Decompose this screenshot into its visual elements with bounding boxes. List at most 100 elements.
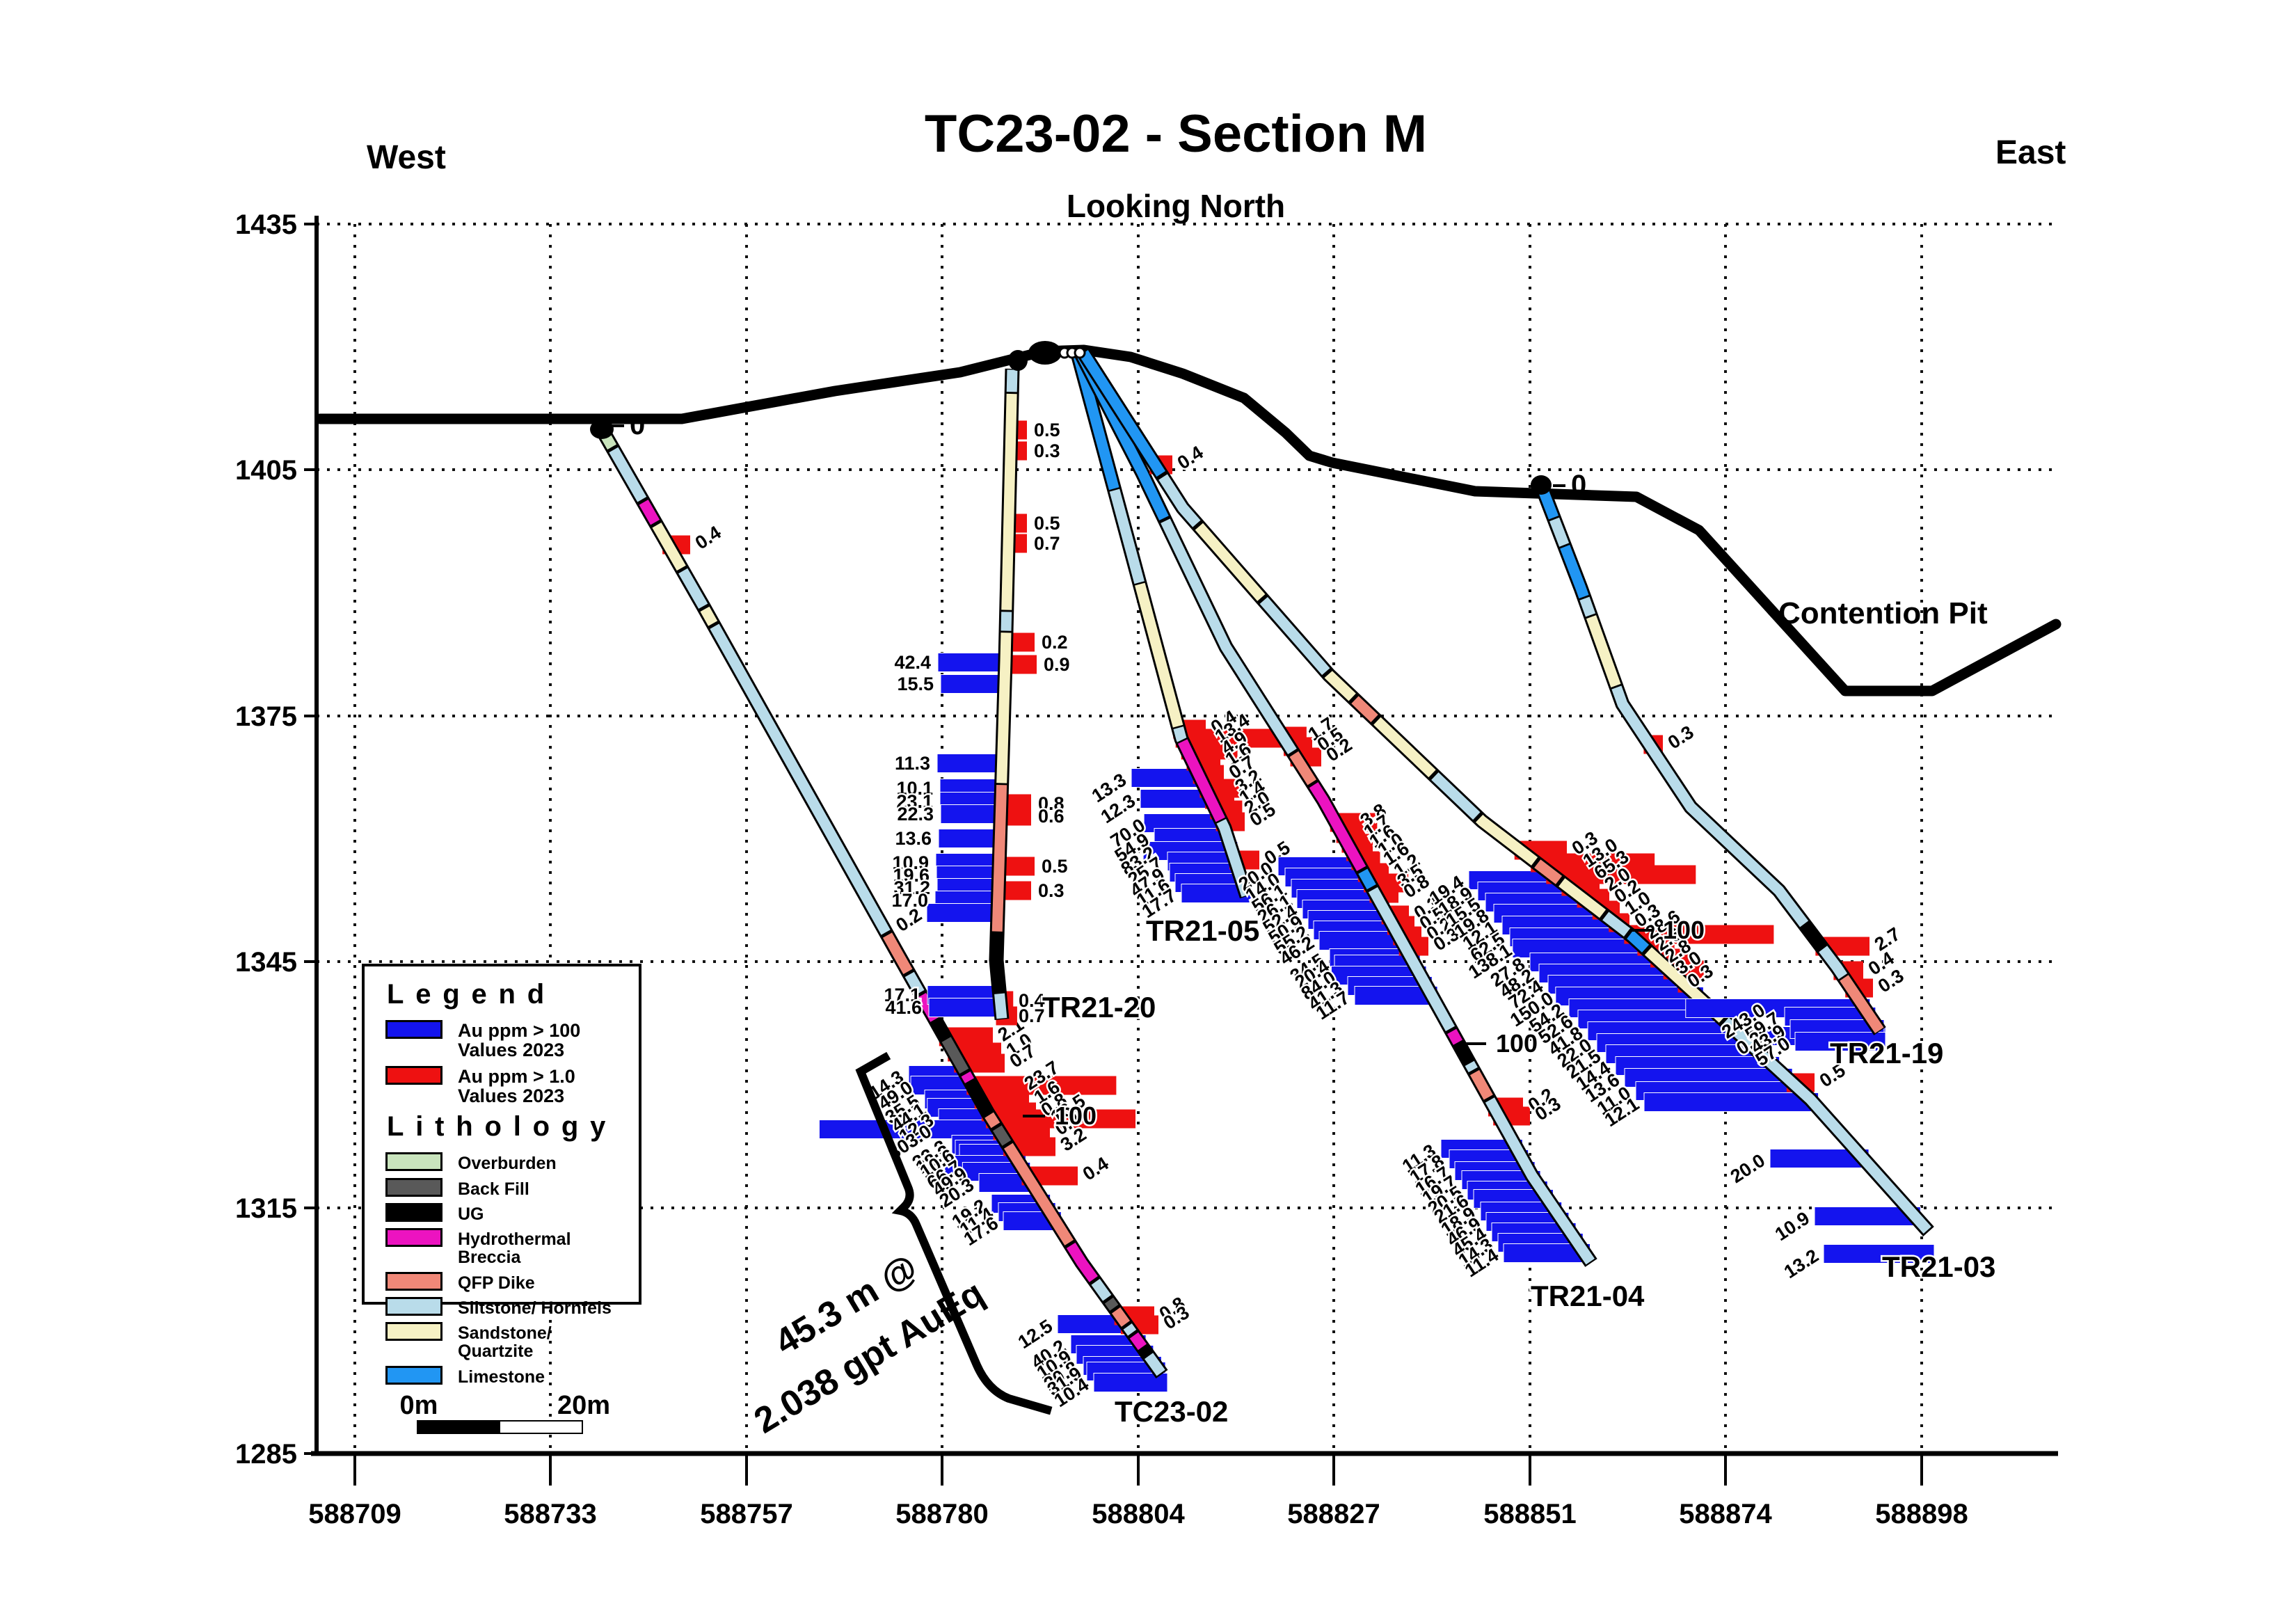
lithology-segment-siltstone — [1145, 1353, 1165, 1376]
lithology-segment-limestone — [1358, 868, 1376, 890]
hole-label-TC23-02: TC23-02 — [1115, 1395, 1228, 1428]
y-axis-tick-label: 1315 — [235, 1193, 297, 1224]
lithology-segment-siltstone — [1485, 1097, 1595, 1265]
page-subtitle: Looking North — [1067, 188, 1285, 224]
lithology-segment-siltstone — [1161, 518, 1297, 755]
lithology-segment-sandstone — [1373, 717, 1436, 778]
assay-value: 17.1 — [884, 985, 920, 1005]
assay-value: 0.5 — [1034, 420, 1060, 440]
assay-value: 22.3 — [897, 804, 934, 825]
west-label: West — [367, 139, 446, 176]
legend-swatch — [385, 1065, 443, 1085]
lithology-segment-sandstone — [1558, 878, 1607, 918]
assay-value: 0.4 — [1019, 990, 1045, 1011]
lithology-segment-sandstone — [1323, 669, 1356, 701]
lithology-segment-siltstone — [1549, 517, 1570, 547]
lithology-segment-limestone — [1626, 930, 1650, 953]
assay-bar-high — [818, 1120, 1004, 1139]
legend-item-ug: UG — [385, 1202, 639, 1224]
legend-swatch-overburden — [385, 1152, 443, 1172]
legend-item-sandstone: Sandstone/ Quartzite — [385, 1322, 639, 1361]
contention-pit-label: Contention Pit — [1778, 596, 1988, 630]
assay-value: 0.4 — [692, 522, 725, 554]
lithology-title: Lithology — [387, 1111, 618, 1143]
lithology-segment-siltstone — [1721, 1017, 1931, 1234]
legend-swatch-siltstone — [385, 1296, 443, 1316]
legend-item-label: Hydrothermal Breccia — [458, 1229, 571, 1268]
legend-swatch — [385, 1020, 443, 1039]
assay-value: 10.1 — [896, 778, 933, 799]
lithology-segment-backfill — [1104, 1297, 1119, 1311]
legend-item-limestone: Limestone — [385, 1365, 639, 1386]
lithology-segment-breccia — [1177, 739, 1225, 822]
legend-item-label: UG — [458, 1204, 484, 1224]
hole-label-TR21-03: TR21-03 — [1882, 1250, 1995, 1283]
lithology-segment-ug — [932, 1019, 950, 1040]
scale-bar-black-segment — [417, 1420, 500, 1434]
lithology-segment-siltstone — [1000, 612, 1012, 631]
legend-item-breccia: Hydrothermal Breccia — [385, 1228, 639, 1267]
legend-item-label: Au ppm > 1.0 Values 2023 — [458, 1065, 575, 1107]
lithology-segment-siltstone — [1109, 488, 1145, 584]
lithology-segment-breccia — [1129, 1332, 1147, 1351]
lithology-segment-sandstone — [1135, 582, 1183, 728]
collar-zero-label: 0 — [630, 410, 645, 440]
x-axis-tick-label: 588804 — [1092, 1499, 1185, 1529]
lithology-segment-siltstone — [1368, 886, 1455, 1032]
lithology-segment-siltstone — [1259, 596, 1330, 676]
assay-value: 42.4 — [894, 652, 931, 673]
lithology-segment-qfp — [1351, 696, 1378, 722]
assay-value: 17.0 — [891, 890, 928, 911]
depth-marker-label: 100 — [1496, 1029, 1538, 1058]
lithology-segment-siltstone — [1123, 1323, 1137, 1336]
lithology-segment-breccia — [1447, 1028, 1462, 1045]
hole-label-TR21-04: TR21-04 — [1531, 1280, 1645, 1312]
hole-label-TR21-05: TR21-05 — [1146, 914, 1259, 947]
assay-bar-high — [1823, 1244, 1935, 1264]
collar-open-circle — [1074, 347, 1086, 359]
legend-item-label: Back Fill — [458, 1179, 529, 1199]
assay-value: 13.2 — [1780, 1245, 1822, 1282]
lithology-segment-sandstone — [652, 523, 686, 571]
lithology-segment-ug — [1801, 922, 1826, 951]
legend-swatch-breccia — [385, 1228, 443, 1248]
lithology-segment-limestone — [1560, 545, 1589, 599]
drillhole-TR21-04: 20.014.056.126.152.450.955.246.234.520.4… — [1073, 348, 1647, 1314]
legend-item-label: Au ppm > 100 Values 2023 — [458, 1020, 581, 1061]
drillholes-layer: 14.349.035.544.112.3303.033.318.210.666.… — [595, 347, 1998, 1430]
legend: Legend Au ppm > 100 Values 2023 Au ppm > … — [362, 964, 641, 1386]
scale-bar-zero-label: 0m — [400, 1391, 438, 1420]
lithology-segment-qfp — [991, 784, 1007, 932]
assay-value: 0.9 — [1044, 654, 1070, 675]
legend-item-siltstone: Siltstone/ Hornfels — [385, 1296, 639, 1317]
legend-item-au: Au ppm > 100 Values 2023 — [385, 1020, 639, 1060]
legend-item-backfill: Back Fill — [385, 1177, 639, 1199]
lithology-segment-siltstone — [609, 447, 647, 502]
lithology-segment-backfill — [993, 1125, 1012, 1146]
y-axis-tick-label: 1285 — [235, 1439, 297, 1470]
x-axis-tick-label: 588851 — [1483, 1499, 1576, 1529]
lithology-segment-sandstone — [1586, 615, 1621, 687]
lithology-segment-siltstone — [1216, 819, 1252, 898]
assay-value: 41.6 — [885, 997, 922, 1018]
lithology-segment-siltstone — [1431, 772, 1481, 820]
legend-item-label: Overburden — [458, 1154, 557, 1174]
lithology-segment-sandstone — [1475, 814, 1538, 866]
assay-value: 20.0 — [1727, 1149, 1769, 1187]
legend-item-label: QFP Dike — [458, 1273, 535, 1293]
collar-dot — [590, 420, 614, 439]
lithology-segment-siltstone — [1091, 1278, 1112, 1301]
legend-item-overburden: Overburden — [385, 1152, 639, 1174]
y-axis-tick-label: 1435 — [235, 209, 297, 240]
collar-dot — [1028, 341, 1062, 365]
lithology-segment-siltstone — [994, 993, 1007, 1019]
assay-value: 13.6 — [895, 828, 932, 849]
x-axis-tick-label: 588898 — [1875, 1499, 1968, 1529]
lithology-segment-breccia — [961, 1071, 975, 1083]
lithology-segment-siltstone — [904, 971, 925, 996]
legend-swatch-backfill — [385, 1177, 443, 1197]
lithology-segment-siltstone — [678, 568, 708, 611]
legend-swatch-ug — [385, 1202, 443, 1222]
